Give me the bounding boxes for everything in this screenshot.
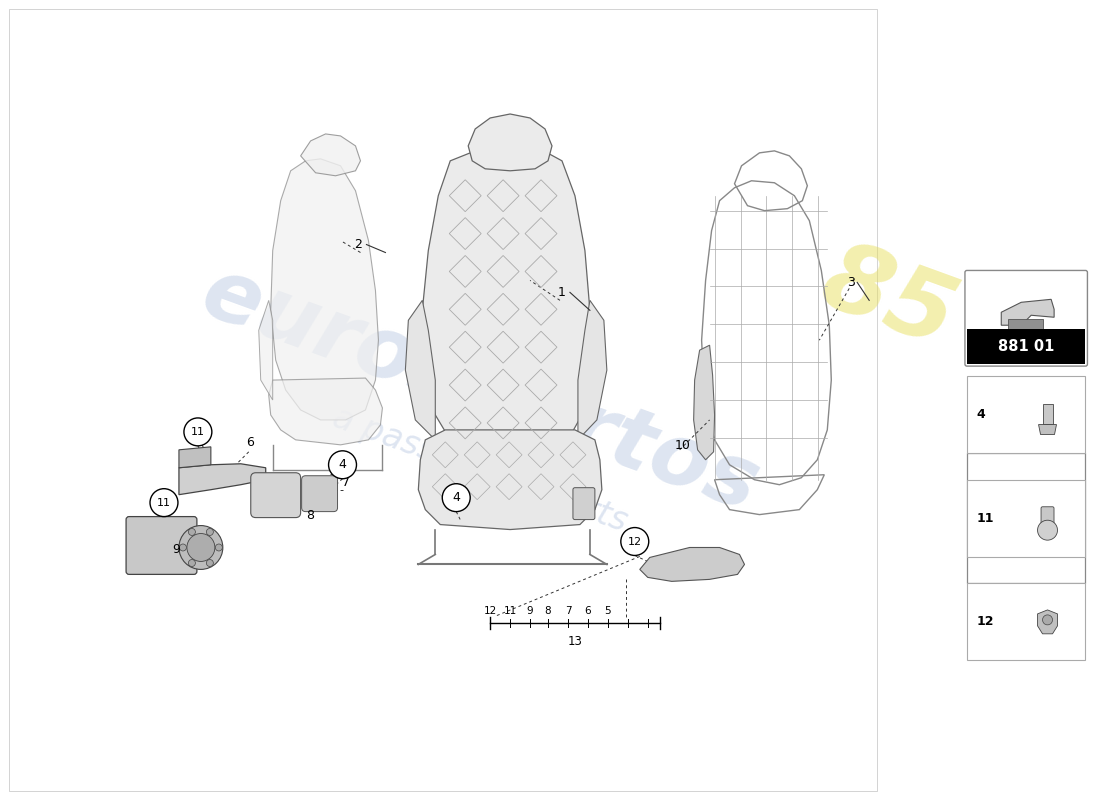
FancyBboxPatch shape bbox=[1043, 404, 1053, 423]
Bar bbox=[967, 376, 1086, 453]
Polygon shape bbox=[1001, 299, 1054, 326]
Text: eurospartos: eurospartos bbox=[190, 250, 770, 530]
FancyBboxPatch shape bbox=[126, 517, 197, 574]
Text: 4: 4 bbox=[339, 458, 346, 471]
Bar bbox=[1009, 319, 1043, 333]
Circle shape bbox=[188, 529, 196, 535]
Text: 85: 85 bbox=[810, 234, 969, 367]
Text: 8: 8 bbox=[307, 509, 315, 522]
Text: 12: 12 bbox=[484, 606, 497, 616]
Circle shape bbox=[188, 559, 196, 566]
Circle shape bbox=[216, 544, 222, 551]
Text: 1: 1 bbox=[558, 286, 565, 299]
Polygon shape bbox=[406, 300, 436, 440]
Text: 6: 6 bbox=[245, 436, 254, 450]
Polygon shape bbox=[268, 378, 383, 445]
Circle shape bbox=[179, 526, 223, 570]
Text: 8: 8 bbox=[544, 606, 551, 616]
Circle shape bbox=[1043, 615, 1053, 625]
Polygon shape bbox=[422, 146, 590, 460]
Text: a passion for parts: a passion for parts bbox=[328, 401, 632, 538]
Text: 13: 13 bbox=[568, 634, 582, 648]
Bar bbox=[967, 453, 1086, 583]
Circle shape bbox=[184, 418, 212, 446]
Polygon shape bbox=[300, 134, 361, 176]
Text: 3: 3 bbox=[847, 276, 855, 289]
Text: 7: 7 bbox=[564, 606, 571, 616]
Text: 9: 9 bbox=[527, 606, 534, 616]
FancyBboxPatch shape bbox=[573, 488, 595, 519]
Circle shape bbox=[150, 489, 178, 517]
Polygon shape bbox=[258, 300, 273, 400]
Text: 2: 2 bbox=[354, 238, 362, 251]
Polygon shape bbox=[418, 430, 602, 530]
Text: 12: 12 bbox=[628, 537, 641, 546]
Text: 4: 4 bbox=[977, 408, 986, 421]
Polygon shape bbox=[179, 464, 266, 494]
Polygon shape bbox=[640, 547, 745, 582]
Text: 10: 10 bbox=[674, 439, 691, 452]
Circle shape bbox=[179, 544, 186, 551]
Circle shape bbox=[187, 534, 214, 562]
Bar bbox=[967, 480, 1086, 557]
Bar bbox=[10, 10, 877, 790]
Bar bbox=[967, 330, 1086, 364]
Text: 7: 7 bbox=[341, 476, 350, 490]
Circle shape bbox=[620, 527, 649, 555]
FancyBboxPatch shape bbox=[251, 473, 300, 518]
Text: 11: 11 bbox=[191, 427, 205, 437]
Text: 6: 6 bbox=[584, 606, 591, 616]
FancyBboxPatch shape bbox=[1041, 506, 1054, 526]
Polygon shape bbox=[578, 300, 607, 440]
Circle shape bbox=[207, 559, 213, 566]
FancyBboxPatch shape bbox=[301, 476, 338, 512]
Polygon shape bbox=[694, 345, 715, 460]
Polygon shape bbox=[179, 447, 211, 468]
Text: 12: 12 bbox=[977, 615, 994, 628]
Circle shape bbox=[329, 451, 356, 478]
Text: 881 01: 881 01 bbox=[998, 339, 1055, 354]
FancyBboxPatch shape bbox=[965, 270, 1088, 366]
Polygon shape bbox=[1038, 425, 1056, 434]
Text: 11: 11 bbox=[977, 512, 994, 525]
Polygon shape bbox=[1037, 610, 1057, 634]
Circle shape bbox=[1037, 520, 1057, 540]
Polygon shape bbox=[271, 159, 378, 420]
Circle shape bbox=[207, 529, 213, 535]
Text: 11: 11 bbox=[504, 606, 517, 616]
Circle shape bbox=[442, 484, 470, 512]
Text: 11: 11 bbox=[157, 498, 170, 508]
Bar bbox=[967, 583, 1086, 660]
Polygon shape bbox=[469, 114, 552, 170]
Text: 9: 9 bbox=[172, 543, 180, 556]
Text: 4: 4 bbox=[452, 491, 460, 504]
Text: 5: 5 bbox=[605, 606, 612, 616]
